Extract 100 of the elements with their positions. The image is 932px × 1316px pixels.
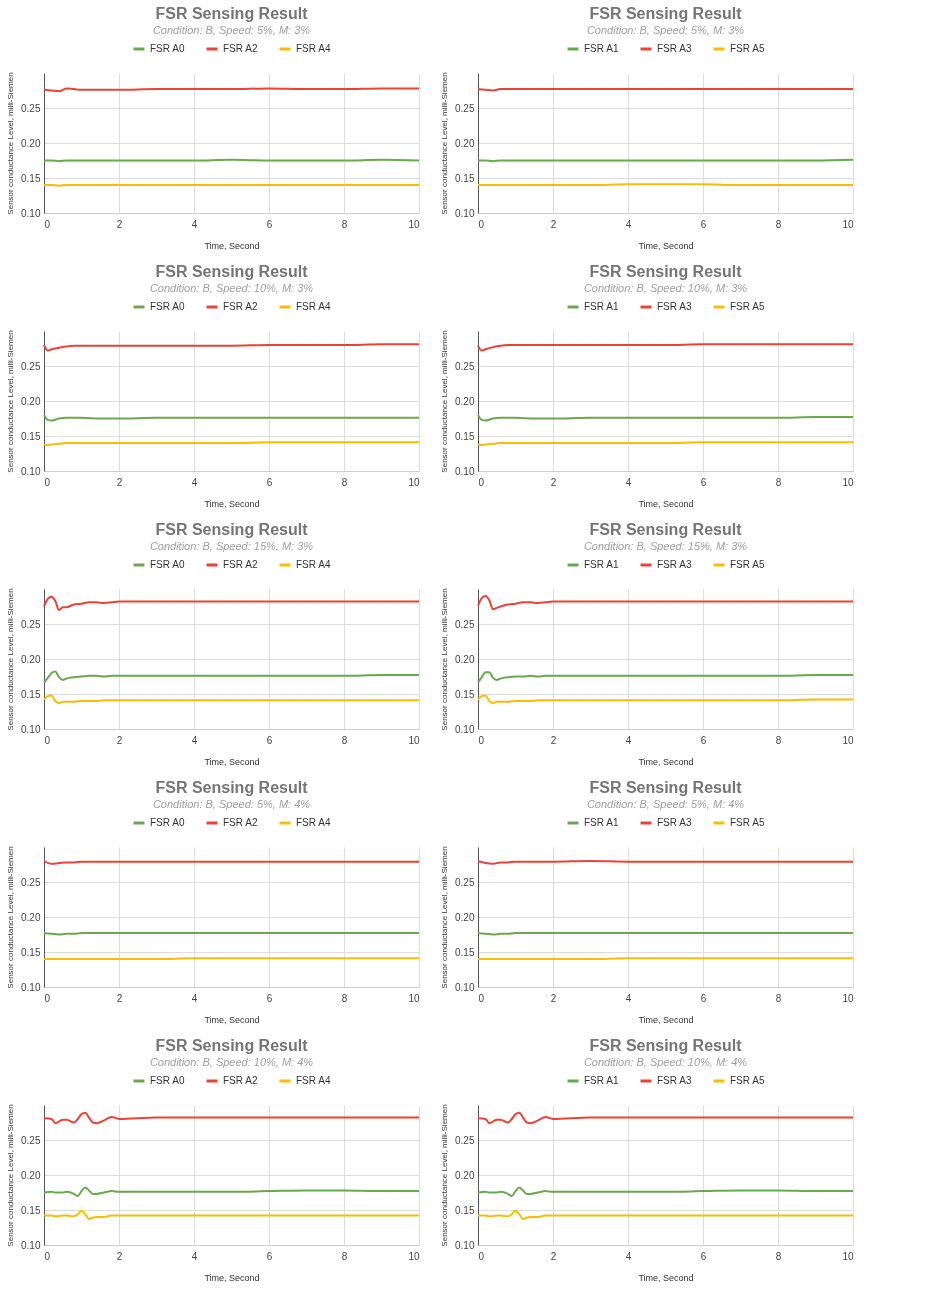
x-tick-label: 4 — [191, 476, 198, 488]
y-tick-label: 0.25 — [21, 618, 41, 630]
x-tick-label: 2 — [550, 1250, 557, 1262]
chart-subtitle: Condition: B, Speed: 15%, M: 3% — [583, 540, 748, 552]
line-series — [477, 694, 854, 705]
line-series — [43, 694, 420, 705]
legend-label: FSR A2 — [223, 559, 258, 570]
x-tick-label: 6 — [266, 1250, 273, 1262]
legend-label: FSR A4 — [296, 559, 331, 570]
y-tick-label: 0.20 — [21, 137, 41, 149]
y-axis-title: Sensor conductance Level, milli-Siemen — [440, 588, 450, 731]
x-tick-label: 2 — [116, 992, 123, 1004]
x-tick-label: 2 — [550, 476, 557, 488]
chart-subtitle: Condition: B, Speed: 10%, M: 3% — [583, 282, 748, 294]
chart-subtitle: Condition: B, Speed: 15%, M: 3% — [149, 540, 314, 552]
y-tick-label: 0.15 — [21, 172, 41, 184]
x-axis-title: Time, Second — [638, 1272, 694, 1283]
chart-title: FSR Sensing Result — [589, 5, 743, 22]
y-axis-title: Sensor conductance Level, milli-Siemen — [6, 846, 16, 989]
x-axis-title: Time, Second — [638, 1014, 694, 1025]
y-tick-label: 0.15 — [455, 172, 475, 184]
y-axis-title: Sensor conductance Level, milli-Siemen — [440, 72, 450, 215]
x-tick-label: 8 — [341, 734, 348, 746]
y-axis-title: Sensor conductance Level, milli-Siemen — [6, 588, 16, 731]
x-tick-label: 2 — [116, 218, 123, 230]
legend-label: FSR A5 — [730, 817, 765, 828]
legend-label: FSR A4 — [296, 817, 331, 828]
line-series — [43, 595, 420, 611]
x-tick-label: 10 — [408, 992, 420, 1004]
legend-label: FSR A2 — [223, 301, 258, 312]
x-tick-label: 0 — [478, 218, 485, 230]
y-tick-label: 0.20 — [455, 1169, 475, 1181]
chart-title: FSR Sensing Result — [589, 1037, 743, 1054]
legend-label: FSR A4 — [296, 1075, 331, 1086]
chart-title: FSR Sensing Result — [589, 521, 743, 538]
x-tick-label: 8 — [775, 734, 782, 746]
y-axis-title: Sensor conductance Level, milli-Siemen — [6, 1104, 16, 1247]
chart-subtitle: Condition: B, Speed: 10%, M: 3% — [149, 282, 314, 294]
y-tick-label: 0.10 — [455, 981, 475, 993]
legend-label: FSR A5 — [730, 43, 765, 54]
chart-title: FSR Sensing Result — [155, 779, 309, 796]
legend-label: FSR A3 — [657, 1075, 692, 1086]
x-tick-label: 10 — [842, 218, 854, 230]
y-tick-label: 0.25 — [455, 102, 475, 114]
x-tick-label: 4 — [625, 992, 632, 1004]
y-tick-label: 0.20 — [455, 653, 475, 665]
legend-label: FSR A5 — [730, 559, 765, 570]
line-series — [43, 1186, 420, 1197]
y-tick-label: 0.10 — [21, 723, 41, 735]
x-tick-label: 10 — [408, 218, 420, 230]
y-tick-label: 0.25 — [455, 1134, 475, 1146]
legend-label: FSR A1 — [584, 301, 619, 312]
legend-label: FSR A0 — [150, 1075, 185, 1086]
chart-subtitle: Condition: B, Speed: 10%, M: 4% — [583, 1056, 748, 1068]
line-series — [477, 343, 854, 352]
legend-label: FSR A0 — [150, 43, 185, 54]
chart-title: FSR Sensing Result — [589, 263, 743, 280]
line-series — [43, 670, 420, 684]
legend-label: FSR A3 — [657, 43, 692, 54]
x-tick-label: 2 — [550, 734, 557, 746]
x-tick-label: 4 — [625, 734, 632, 746]
x-axis-title: Time, Second — [638, 756, 694, 767]
y-tick-label: 0.10 — [21, 1239, 41, 1251]
x-tick-label: 0 — [478, 734, 485, 746]
legend-label: FSR A1 — [584, 559, 619, 570]
legend-label: FSR A0 — [150, 817, 185, 828]
chart-subtitle: Condition: B, Speed: 10%, M: 4% — [149, 1056, 314, 1068]
y-tick-label: 0.20 — [21, 653, 41, 665]
x-tick-label: 8 — [341, 476, 348, 488]
x-tick-label: 0 — [44, 218, 51, 230]
x-axis-title: Time, Second — [638, 240, 694, 251]
y-tick-label: 0.20 — [455, 137, 475, 149]
y-axis-title: Sensor conductance Level, milli-Siemen — [440, 846, 450, 989]
y-axis-title: Sensor conductance Level, milli-Siemen — [440, 330, 450, 473]
x-tick-label: 2 — [116, 734, 123, 746]
x-tick-label: 4 — [191, 218, 198, 230]
x-tick-label: 6 — [700, 218, 707, 230]
legend-label: FSR A4 — [296, 301, 331, 312]
y-tick-label: 0.25 — [21, 360, 41, 372]
y-axis-title: Sensor conductance Level, milli-Siemen — [6, 330, 16, 473]
x-tick-label: 4 — [625, 218, 632, 230]
x-tick-label: 10 — [408, 476, 420, 488]
y-tick-label: 0.15 — [21, 430, 41, 442]
y-tick-label: 0.10 — [21, 981, 41, 993]
chart-subtitle: Condition: B, Speed: 5%, M: 3% — [152, 24, 311, 36]
line-series — [477, 1209, 854, 1221]
y-tick-label: 0.10 — [455, 465, 475, 477]
x-tick-label: 6 — [266, 734, 273, 746]
y-axis-title: Sensor conductance Level, milli-Siemen — [6, 72, 16, 215]
legend-label: FSR A1 — [584, 817, 619, 828]
x-tick-label: 4 — [191, 992, 198, 1004]
line-series — [43, 1111, 420, 1125]
legend-label: FSR A0 — [150, 301, 185, 312]
legend-label: FSR A2 — [223, 1075, 258, 1086]
y-tick-label: 0.20 — [21, 395, 41, 407]
x-tick-label: 6 — [700, 992, 707, 1004]
y-tick-label: 0.20 — [455, 395, 475, 407]
y-tick-label: 0.15 — [21, 1204, 41, 1216]
x-tick-label: 8 — [775, 476, 782, 488]
y-tick-label: 0.15 — [455, 430, 475, 442]
